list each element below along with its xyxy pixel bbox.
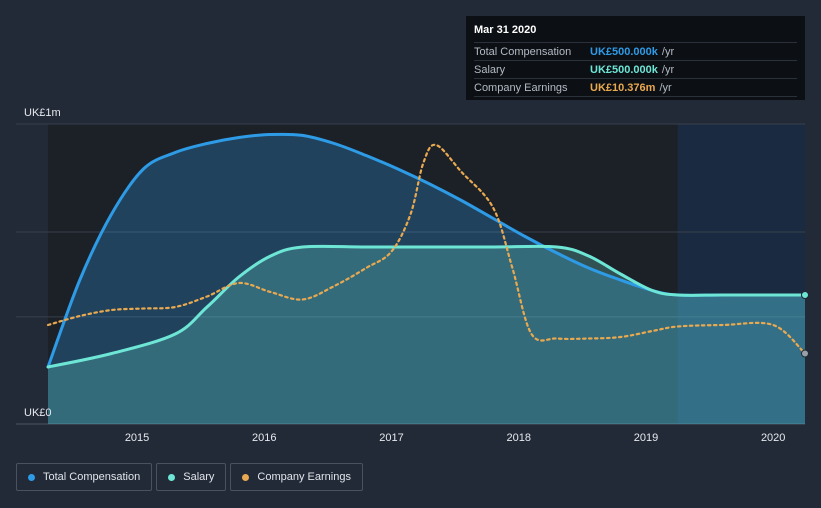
company-earnings-endpoint <box>801 349 809 358</box>
tooltip-value: UK£10.376m <box>590 81 656 94</box>
legend-label: Total Compensation <box>43 471 141 483</box>
legend-label: Salary <box>183 471 215 483</box>
legend-dot-icon <box>168 473 176 481</box>
legend-item-total-compensation[interactable]: Total Compensation <box>16 463 153 491</box>
gridlines <box>16 123 805 425</box>
y-tick-label: UK£0 <box>24 407 52 419</box>
y-tick-label: UK£1m <box>24 107 61 119</box>
x-tick-label: 2015 <box>125 432 149 444</box>
legend-item-salary[interactable]: Salary <box>156 463 227 491</box>
x-tick-label: 2017 <box>379 432 403 444</box>
tooltip-unit: /yr <box>659 81 672 94</box>
series-endpoints <box>801 291 809 358</box>
total-compensation-area <box>48 134 805 424</box>
x-tick-label: 2016 <box>252 432 276 444</box>
area-fills <box>48 134 805 424</box>
salary-line <box>46 244 807 369</box>
company-earnings-line <box>46 143 807 355</box>
tooltip-label: Total Compensation <box>474 45 572 58</box>
hover-tooltip: Mar 31 2020 Total Compensation UK£500.00… <box>466 16 805 100</box>
tooltip-label: Company Earnings <box>474 81 568 94</box>
tooltip-label: Salary <box>474 63 506 76</box>
tooltip-value: UK£500.000k <box>590 63 658 76</box>
tooltip-unit: /yr <box>661 45 675 58</box>
legend-label: Company Earnings <box>257 471 351 483</box>
salary-endpoint <box>801 291 809 299</box>
x-axis-labels: 2015 2016 2017 2018 2019 2020 <box>125 432 786 444</box>
series-lines <box>46 132 807 369</box>
forecast-shaded-region <box>677 124 805 424</box>
salary-area <box>48 246 805 424</box>
tooltip-unit: /yr <box>661 63 675 76</box>
x-tick-label: 2018 <box>506 432 530 444</box>
x-tick-label: 2020 <box>761 432 785 444</box>
tooltip-row-company-earnings: Company Earnings UK£10.376m /yr <box>474 78 797 97</box>
legend-dot-icon <box>28 473 35 481</box>
x-tick-label: 2019 <box>634 432 658 444</box>
chart-legend: Total Compensation Salary Company Earnin… <box>16 463 367 491</box>
tooltip-value: UK£500.000k <box>590 45 658 58</box>
tooltip-row-total-compensation: Total Compensation UK£500.000k /yr <box>474 42 797 60</box>
y-axis-labels: UK£1m UK£0 <box>24 107 61 419</box>
legend-item-company-earnings[interactable]: Company Earnings <box>230 463 363 491</box>
tooltip-date: Mar 31 2020 <box>474 24 537 36</box>
legend-dot-icon <box>242 473 250 481</box>
tooltip-row-salary: Salary UK£500.000k /yr <box>474 60 797 78</box>
